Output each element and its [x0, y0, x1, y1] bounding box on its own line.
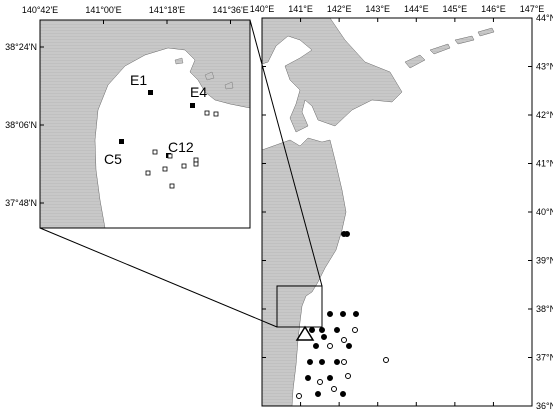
- y-tick-label: 37°48'N: [5, 198, 37, 208]
- y-tick-label: 43°N: [536, 62, 553, 72]
- x-tick-label: 141°18'E: [149, 5, 185, 15]
- station-label: E4: [190, 84, 207, 100]
- x-tick-label: 141°00'E: [85, 5, 121, 15]
- y-tick-label: 37°N: [536, 353, 553, 363]
- sendai-bay: [94, 47, 251, 229]
- station-label: C5: [104, 151, 122, 167]
- connector: [39, 227, 278, 328]
- y-tick-label: 39°N: [536, 256, 553, 266]
- stations: [296, 231, 389, 399]
- x-tick-label: 141°E: [288, 4, 313, 14]
- kuril-islands: [404, 27, 495, 69]
- y-tick-label: 42°N: [536, 110, 553, 120]
- station-label: C12: [168, 139, 194, 155]
- x-tick-label: 145°E: [443, 4, 468, 14]
- x-tick-label: 147°E: [520, 4, 545, 14]
- x-tick-label: 146°E: [481, 4, 506, 14]
- y-tick-label: 38°24'N: [5, 42, 37, 52]
- main-map: [261, 17, 533, 407]
- x-tick-label: 144°E: [404, 4, 429, 14]
- y-tick-label: 38°N: [536, 304, 553, 314]
- x-tick-label: 143°E: [365, 4, 390, 14]
- hokkaido: [261, 17, 403, 133]
- x-tick-label: 140°E: [250, 4, 275, 14]
- connector: [249, 19, 323, 287]
- y-tick-label: 44°N: [536, 13, 553, 23]
- x-tick-label: 141°36'E: [212, 5, 248, 15]
- y-tick-label: 36°N: [536, 401, 553, 411]
- inset-map: [39, 19, 251, 229]
- x-tick-label: 142°E: [327, 4, 352, 14]
- honshu: [261, 137, 347, 407]
- y-tick-label: 41°N: [536, 159, 553, 169]
- y-tick-label: 38°06'N: [5, 120, 37, 130]
- station-label: E1: [130, 72, 147, 88]
- x-tick-label: 140°42'E: [22, 5, 58, 15]
- y-tick-label: 40°N: [536, 207, 553, 217]
